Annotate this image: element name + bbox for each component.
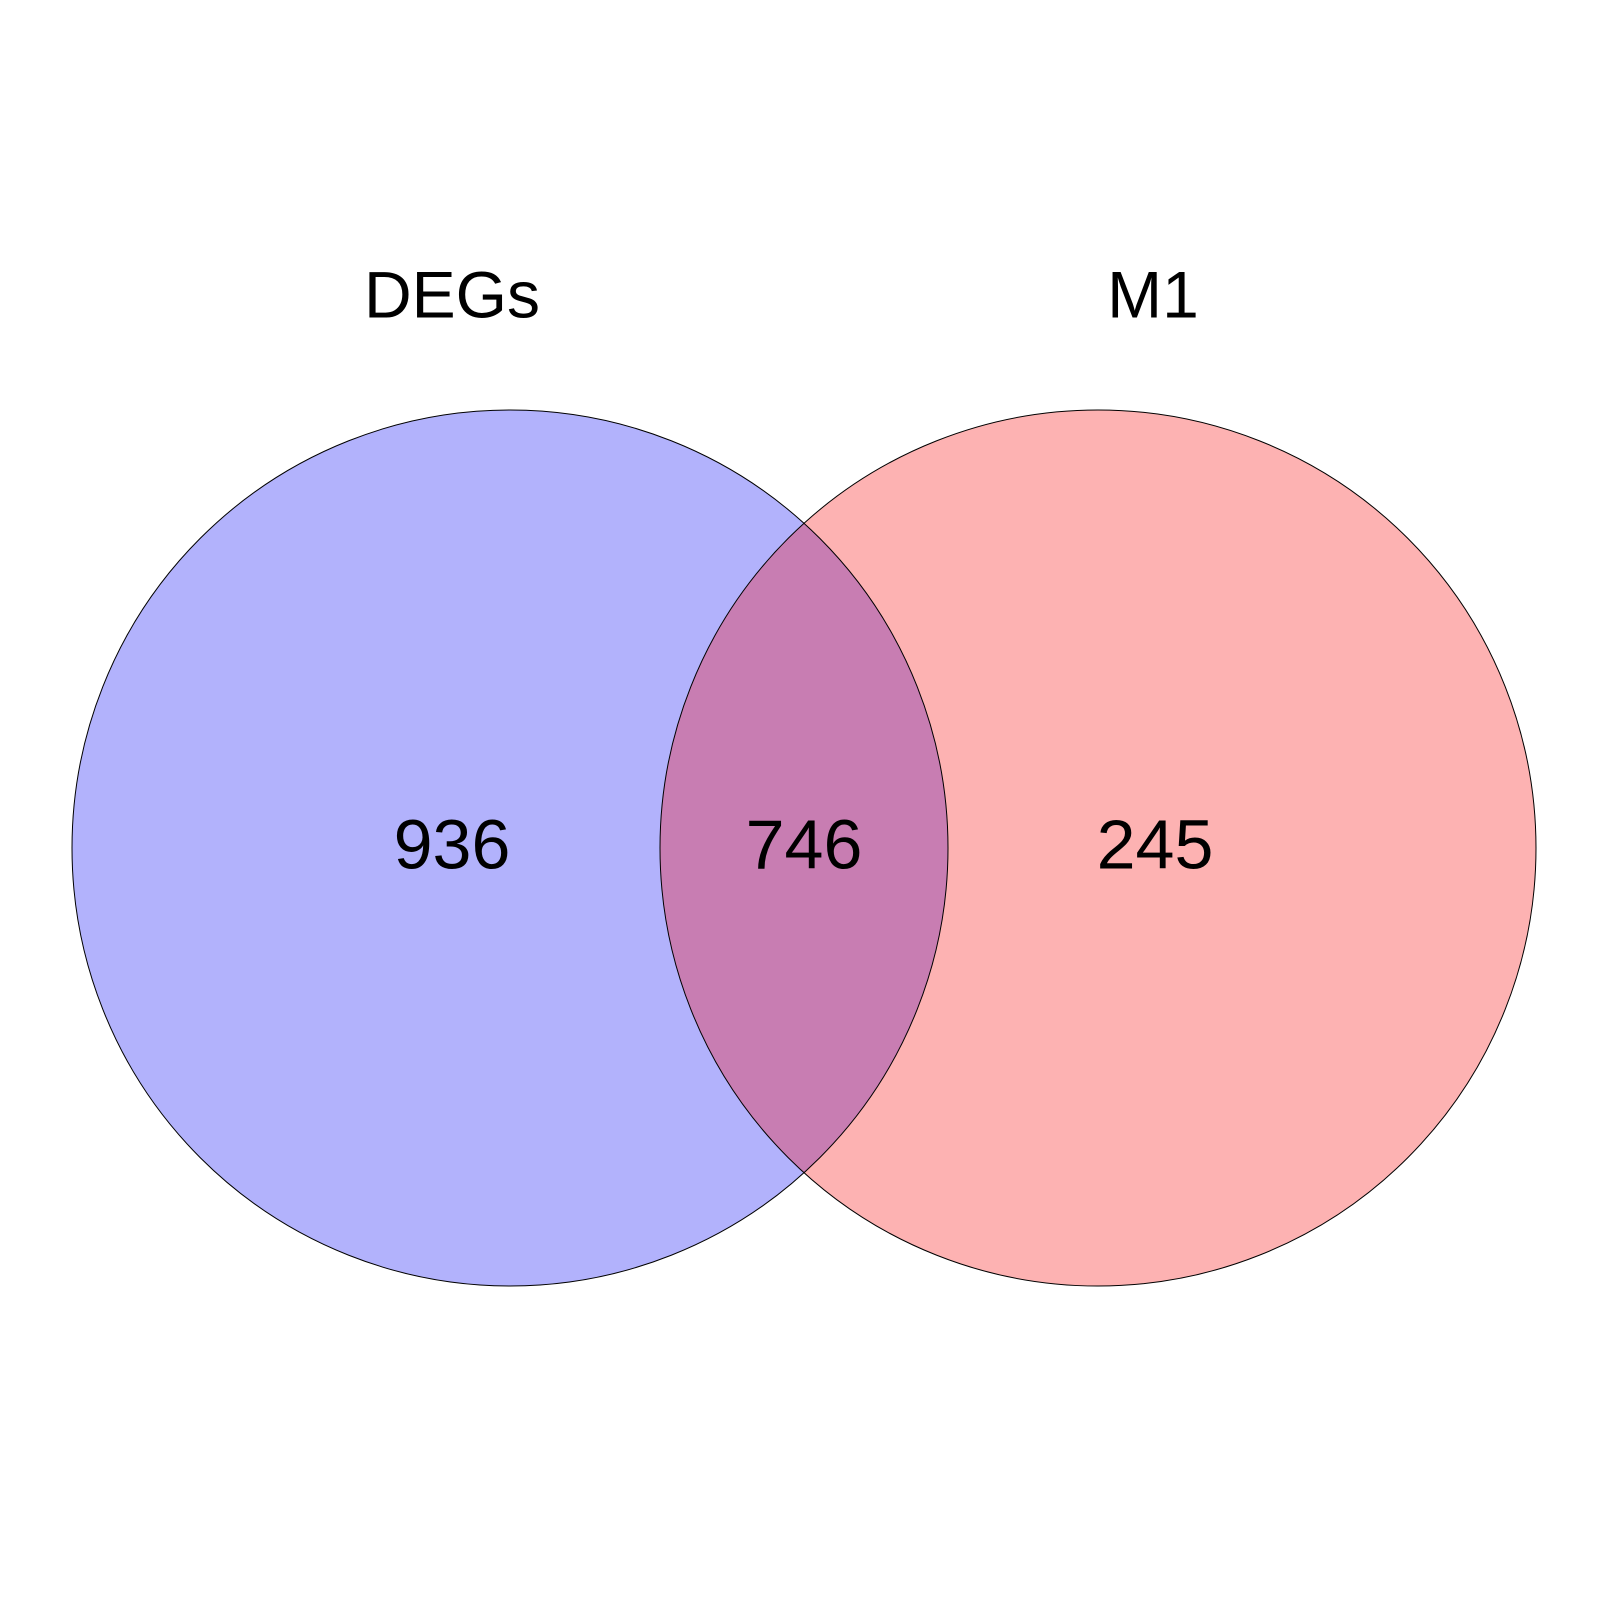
set-outline-degs [71, 409, 949, 1287]
set-outline-m1 [659, 409, 1537, 1287]
overlap-region [660, 410, 948, 1286]
set-label-m1: M1 [1107, 257, 1199, 331]
count-intersection: 746 [746, 805, 863, 883]
count-only-m1: 245 [1097, 805, 1214, 883]
count-only-degs: 936 [394, 805, 511, 883]
set-label-degs: DEGs [364, 257, 540, 331]
